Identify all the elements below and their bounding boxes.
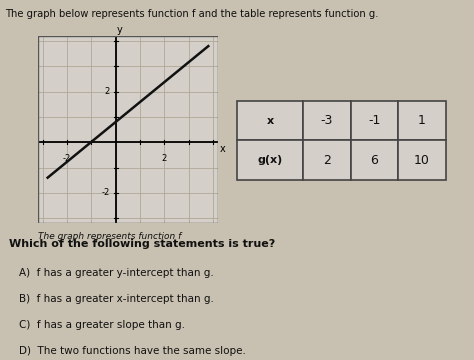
Text: x: x	[266, 116, 274, 126]
Text: -3: -3	[321, 114, 333, 127]
Text: C)  f has a greater slope than g.: C) f has a greater slope than g.	[19, 320, 185, 330]
FancyBboxPatch shape	[237, 101, 303, 140]
Text: Which of the following statements is true?: Which of the following statements is tru…	[9, 239, 276, 249]
FancyBboxPatch shape	[303, 140, 351, 180]
Text: -2: -2	[101, 188, 109, 197]
Text: -2: -2	[63, 154, 71, 163]
Text: 6: 6	[371, 154, 378, 167]
Text: B)  f has a greater x-intercept than g.: B) f has a greater x-intercept than g.	[19, 294, 214, 304]
Text: x: x	[219, 144, 225, 154]
Text: D)  The two functions have the same slope.: D) The two functions have the same slope…	[19, 346, 246, 356]
FancyBboxPatch shape	[351, 101, 398, 140]
FancyBboxPatch shape	[237, 140, 303, 180]
Text: The graph below represents function f and the table represents function g.: The graph below represents function f an…	[5, 9, 378, 19]
Text: y: y	[117, 25, 122, 35]
Text: A)  f has a greater y-intercept than g.: A) f has a greater y-intercept than g.	[19, 268, 214, 278]
Text: 10: 10	[414, 154, 430, 167]
Text: 2: 2	[104, 87, 109, 96]
Text: The graph represents function f: The graph represents function f	[38, 232, 181, 241]
Text: 2: 2	[162, 154, 167, 163]
Text: 1: 1	[418, 114, 426, 127]
FancyBboxPatch shape	[303, 101, 351, 140]
FancyBboxPatch shape	[398, 140, 446, 180]
FancyBboxPatch shape	[398, 101, 446, 140]
Text: g(x): g(x)	[257, 155, 283, 165]
FancyBboxPatch shape	[351, 140, 398, 180]
Text: 2: 2	[323, 154, 331, 167]
Text: -1: -1	[368, 114, 381, 127]
